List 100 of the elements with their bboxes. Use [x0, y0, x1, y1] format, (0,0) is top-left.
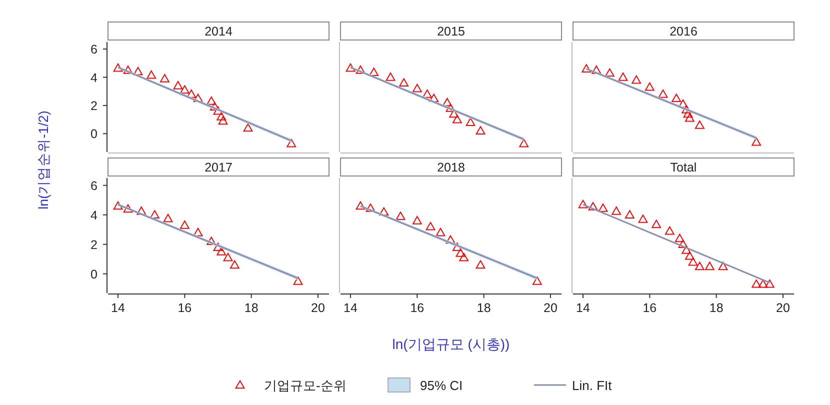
chart-title: 2017: [204, 160, 232, 174]
y-tick-label: 6: [90, 178, 98, 193]
chart-title: 2016: [670, 24, 698, 38]
point: [173, 81, 183, 90]
point: [123, 204, 133, 213]
x-tick-label: 16: [410, 301, 424, 315]
point: [180, 85, 190, 94]
y-tick-label: 2: [90, 98, 98, 113]
point: [180, 220, 190, 229]
chart-title: Total: [670, 160, 697, 174]
chart-title: 2018: [437, 160, 465, 174]
legend-label: 기업규모-순위: [264, 378, 346, 393]
point: [123, 66, 133, 74]
point: [150, 210, 160, 219]
point: [604, 68, 614, 77]
point: [369, 68, 379, 76]
point: [638, 214, 648, 223]
y-tick-label: 0: [90, 267, 98, 282]
point: [624, 210, 634, 219]
point: [442, 98, 452, 106]
x-axis-title: ln(기업규모 (시총)): [392, 336, 510, 352]
x-tick-label: 16: [178, 301, 192, 315]
y-tick-label: 0: [90, 127, 98, 142]
point: [216, 112, 226, 120]
x-tick-label: 14: [344, 301, 358, 315]
point: [466, 118, 476, 126]
point: [366, 204, 376, 212]
point: [682, 246, 692, 254]
point: [588, 202, 598, 210]
point: [664, 226, 674, 235]
x-tick-label: 18: [244, 301, 258, 315]
x-tick-label: 14: [111, 301, 125, 315]
point: [163, 214, 173, 222]
point: [592, 66, 602, 74]
point: [752, 279, 762, 288]
point: [682, 104, 692, 114]
point: [230, 260, 240, 269]
point: [704, 262, 714, 270]
point: [422, 89, 432, 98]
point: [218, 116, 228, 125]
point: [223, 252, 233, 262]
y-tick-label: 4: [90, 208, 98, 222]
point: [452, 242, 462, 251]
point: [632, 75, 642, 84]
x-tick-label: 16: [642, 301, 657, 315]
x-tick-label: 20: [776, 301, 790, 315]
point: [136, 206, 146, 215]
point: [618, 72, 628, 81]
point: [684, 251, 694, 260]
point: [426, 222, 436, 230]
y-tick-label: 6: [90, 42, 98, 57]
point: [412, 84, 422, 92]
point: [399, 78, 409, 87]
point: [459, 252, 469, 262]
point: [216, 247, 226, 256]
point: [113, 201, 123, 210]
point: [758, 279, 768, 288]
point: [213, 242, 223, 251]
point: [694, 120, 704, 129]
point: [456, 248, 466, 257]
point: [452, 114, 462, 124]
point: [206, 96, 216, 105]
point: [598, 204, 608, 212]
point: [476, 260, 486, 269]
point: [519, 138, 529, 148]
point: [356, 201, 366, 210]
point: [193, 94, 203, 102]
point: [213, 106, 223, 115]
point: [612, 206, 622, 215]
point: [436, 228, 446, 236]
point: [532, 276, 542, 285]
x-tick-label: 18: [476, 301, 491, 315]
point: [210, 102, 220, 111]
point: [146, 70, 156, 79]
chart-title: 2015: [437, 24, 465, 38]
y-tick-label: 2: [90, 238, 98, 252]
point: [678, 240, 688, 248]
point: [356, 66, 366, 74]
point: [286, 138, 296, 148]
point: [674, 234, 684, 242]
point: [718, 262, 728, 270]
point: [133, 66, 143, 76]
point: [243, 123, 253, 132]
point: [684, 113, 694, 122]
y-axis-title: ln(기업순위-1/2): [36, 110, 51, 210]
point: [752, 137, 762, 146]
y-tick-label: 4: [90, 70, 98, 85]
chart-title: 2014: [204, 24, 232, 38]
point: [672, 94, 682, 102]
x-tick-label: 20: [311, 301, 325, 315]
point: [386, 72, 396, 81]
point: [582, 64, 592, 72]
point: [694, 262, 704, 270]
point: [346, 63, 356, 72]
legend-label: Lin. FIt: [572, 378, 612, 393]
point: [206, 236, 216, 246]
point: [476, 126, 486, 134]
text: 95% CI: [420, 378, 463, 393]
point: [652, 220, 662, 228]
point: [688, 257, 698, 266]
